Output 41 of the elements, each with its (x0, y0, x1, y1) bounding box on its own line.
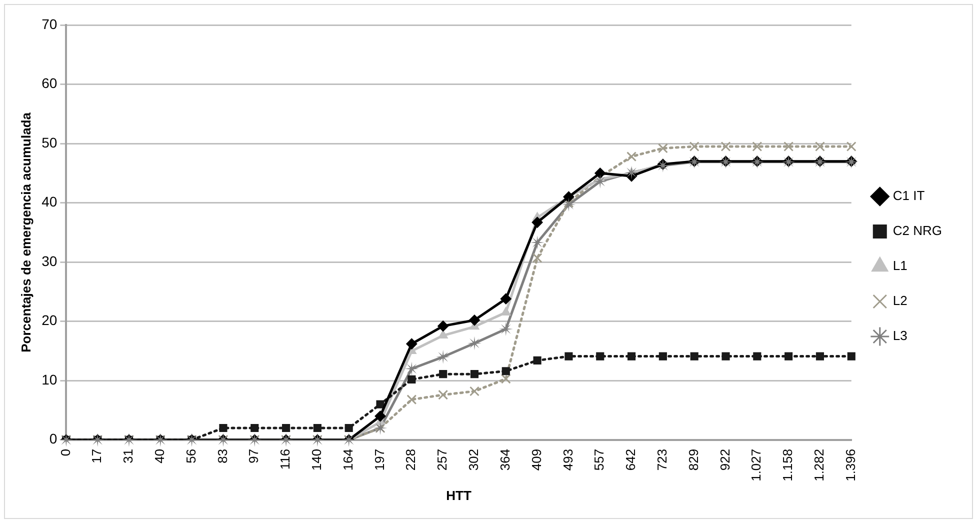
x-tick-label: 364 (497, 448, 512, 471)
legend-label: C1 IT (892, 188, 925, 204)
x-tick-label: 164 (340, 448, 356, 471)
x-tick-label: 140 (309, 448, 324, 471)
x-tick-label: 409 (528, 448, 544, 471)
x-tick-label: 0 (58, 448, 73, 456)
legend-label: C2 NRG (892, 223, 942, 238)
x-tick-label: 56 (183, 448, 198, 464)
y-tick-label: 30 (42, 252, 58, 269)
x-tick-label: 31 (120, 448, 136, 464)
x-tick-label: 557 (592, 448, 607, 471)
y-tick-label: 70 (42, 16, 58, 32)
legend-label: L2 (892, 293, 908, 308)
y-axis-title: Porcentajes de emergencia acumulada (18, 112, 34, 352)
x-tick-label: 257 (434, 448, 450, 471)
y-tick-label: 50 (42, 134, 58, 150)
legend-label: L3 (892, 328, 908, 344)
x-tick-label: 40 (152, 448, 167, 464)
y-tick-label: 0 (49, 430, 58, 447)
x-tick-label: 829 (686, 448, 701, 471)
x-tick-label: 83 (214, 448, 230, 464)
x-tick-label: 17 (89, 448, 104, 464)
x-tick-label: 1.396 (842, 448, 858, 482)
x-tick-label: 116 (278, 448, 293, 470)
x-tick-label: 493 (560, 448, 576, 471)
x-tick-label: 302 (466, 448, 482, 471)
y-tick-label: 10 (42, 371, 58, 388)
x-tick-label: 197 (372, 448, 387, 471)
x-tick-label: 642 (623, 448, 638, 471)
y-tick-label: 60 (42, 75, 58, 92)
y-tick-label: 20 (42, 312, 58, 328)
y-tick-label: 40 (42, 194, 58, 210)
x-tick-label: 1.027 (748, 448, 764, 482)
x-axis-title: HTT (446, 488, 472, 503)
x-tick-label: 228 (403, 448, 418, 471)
x-tick-label: 1.282 (812, 448, 827, 482)
legend-label: L1 (892, 258, 908, 274)
x-tick-label: 97 (246, 448, 262, 464)
x-tick-label: 723 (654, 448, 670, 471)
x-tick-label: 922 (717, 448, 732, 471)
x-tick-label: 1.158 (780, 448, 796, 482)
